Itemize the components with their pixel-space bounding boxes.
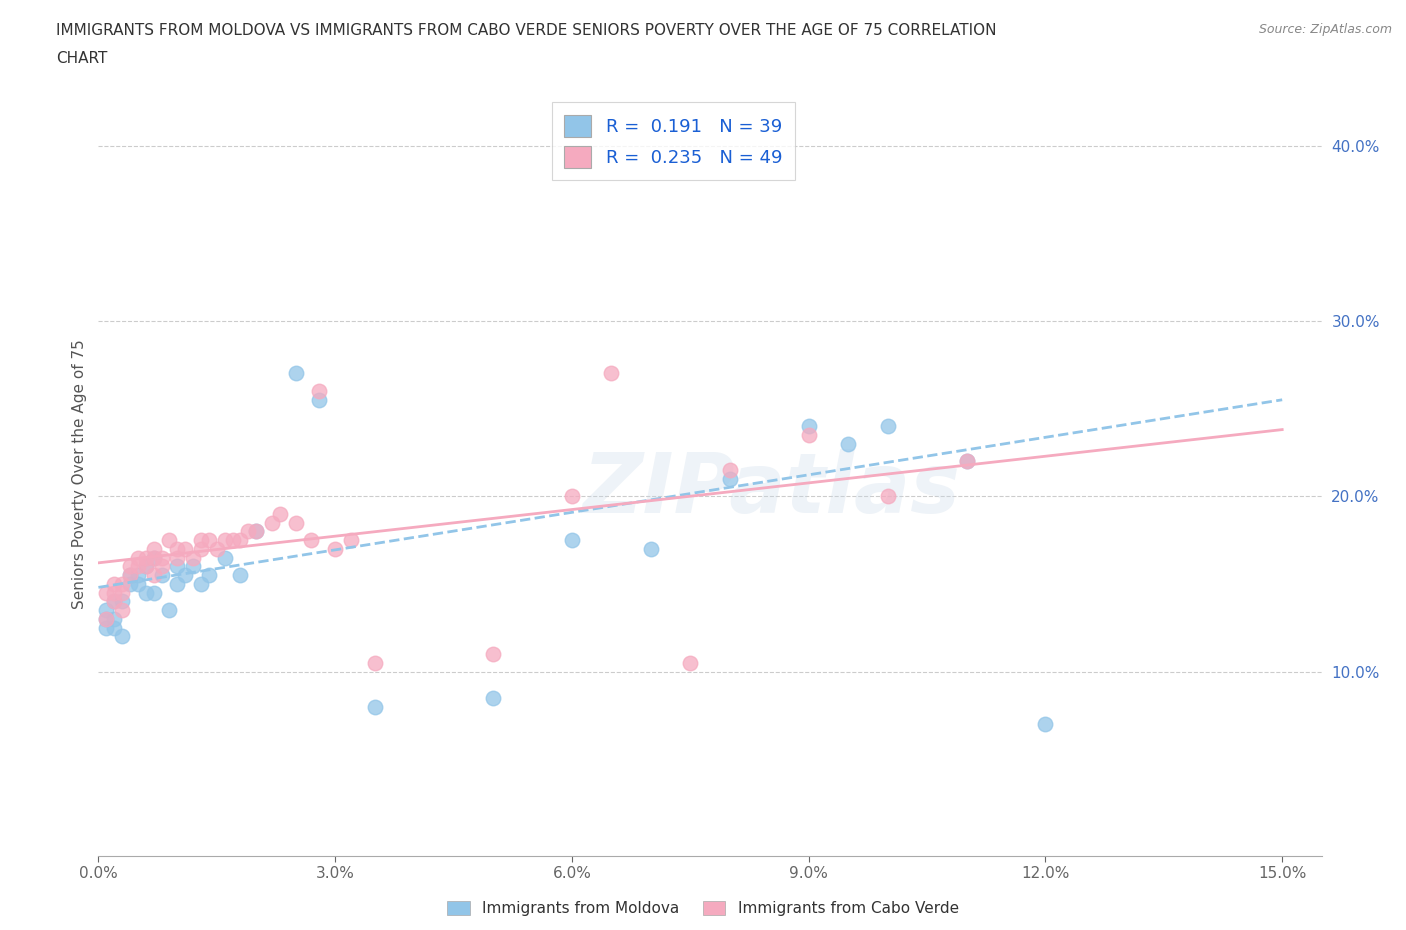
Point: [214, 551, 236, 565]
Point: [260, 515, 283, 530]
Point: [111, 629, 134, 644]
Point: [955, 454, 977, 469]
Point: [150, 567, 173, 582]
Point: [166, 577, 188, 591]
Point: [238, 524, 260, 538]
Point: [103, 620, 125, 635]
Point: [142, 541, 165, 556]
Point: [127, 577, 149, 591]
Point: [181, 559, 204, 574]
Point: [245, 524, 267, 538]
Point: [363, 656, 385, 671]
Point: [103, 594, 125, 609]
Legend: Immigrants from Moldova, Immigrants from Cabo Verde: Immigrants from Moldova, Immigrants from…: [441, 895, 965, 923]
Point: [308, 383, 330, 398]
Point: [955, 454, 977, 469]
Point: [142, 567, 165, 582]
Point: [837, 436, 859, 451]
Point: [118, 577, 141, 591]
Point: [96, 612, 118, 627]
Point: [1035, 717, 1057, 732]
Point: [166, 559, 188, 574]
Point: [245, 524, 267, 538]
Point: [142, 551, 165, 565]
Point: [135, 551, 157, 565]
Point: [111, 585, 134, 600]
Point: [363, 699, 385, 714]
Point: [221, 533, 243, 548]
Point: [118, 559, 141, 574]
Point: [482, 690, 505, 705]
Point: [229, 567, 252, 582]
Point: [340, 533, 363, 548]
Point: [111, 594, 134, 609]
Point: [135, 559, 157, 574]
Point: [159, 603, 181, 618]
Point: [797, 418, 820, 433]
Point: [482, 646, 505, 661]
Point: [181, 551, 204, 565]
Point: [127, 559, 149, 574]
Point: [308, 392, 330, 407]
Point: [561, 489, 583, 504]
Point: [96, 603, 118, 618]
Point: [269, 506, 291, 521]
Point: [323, 541, 346, 556]
Point: [111, 577, 134, 591]
Text: ZIPatlas: ZIPatlas: [582, 449, 960, 530]
Point: [190, 533, 212, 548]
Point: [214, 533, 236, 548]
Point: [103, 585, 125, 600]
Point: [301, 533, 323, 548]
Point: [561, 533, 583, 548]
Text: Source: ZipAtlas.com: Source: ZipAtlas.com: [1258, 23, 1392, 36]
Point: [118, 567, 141, 582]
Point: [229, 533, 252, 548]
Point: [190, 577, 212, 591]
Point: [142, 551, 165, 565]
Point: [205, 541, 228, 556]
Point: [103, 612, 125, 627]
Point: [876, 489, 898, 504]
Point: [718, 462, 741, 477]
Point: [150, 551, 173, 565]
Point: [718, 472, 741, 486]
Y-axis label: Seniors Poverty Over the Age of 75: Seniors Poverty Over the Age of 75: [72, 339, 87, 609]
Point: [96, 612, 118, 627]
Point: [111, 603, 134, 618]
Point: [198, 533, 221, 548]
Point: [166, 551, 188, 565]
Point: [96, 585, 118, 600]
Point: [174, 567, 197, 582]
Point: [679, 656, 702, 671]
Point: [135, 585, 157, 600]
Point: [127, 567, 149, 582]
Point: [103, 577, 125, 591]
Point: [127, 551, 149, 565]
Point: [166, 541, 188, 556]
Point: [198, 567, 221, 582]
Point: [150, 559, 173, 574]
Point: [159, 533, 181, 548]
Point: [640, 541, 662, 556]
Point: [103, 594, 125, 609]
Point: [190, 541, 212, 556]
Point: [284, 515, 307, 530]
Text: CHART: CHART: [56, 51, 108, 66]
Text: IMMIGRANTS FROM MOLDOVA VS IMMIGRANTS FROM CABO VERDE SENIORS POVERTY OVER THE A: IMMIGRANTS FROM MOLDOVA VS IMMIGRANTS FR…: [56, 23, 997, 38]
Point: [174, 541, 197, 556]
Legend: R =  0.191   N = 39, R =  0.235   N = 49: R = 0.191 N = 39, R = 0.235 N = 49: [551, 102, 794, 180]
Point: [876, 418, 898, 433]
Point: [96, 620, 118, 635]
Point: [118, 567, 141, 582]
Point: [142, 585, 165, 600]
Point: [284, 366, 307, 381]
Point: [797, 428, 820, 443]
Point: [135, 559, 157, 574]
Point: [600, 366, 623, 381]
